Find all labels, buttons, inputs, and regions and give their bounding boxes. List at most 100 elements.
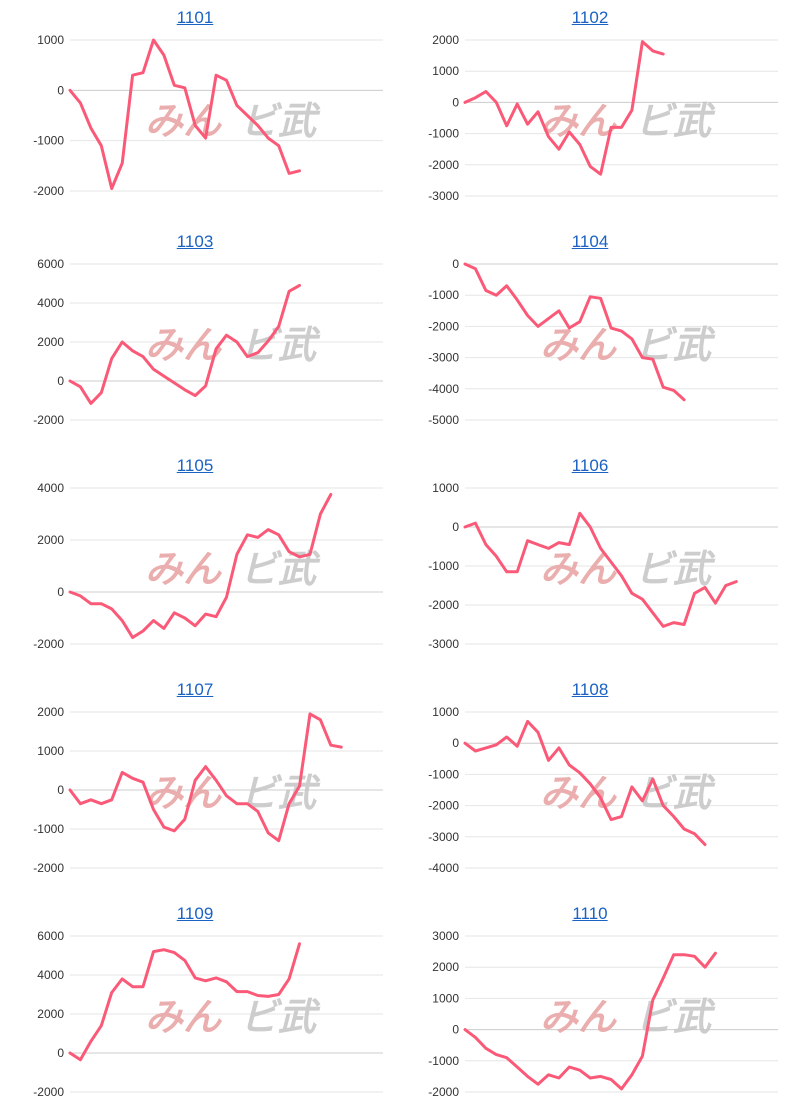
y-tick-label: 1000 xyxy=(37,33,64,47)
y-tick-label: -3000 xyxy=(428,189,459,203)
watermark-left-text: みん xyxy=(145,995,222,1039)
y-tick-label: 0 xyxy=(452,257,459,271)
chart-panel-1104: 0 -1000 -2000 -3000 -4000 -5000 みん ビ武 1104 xyxy=(395,224,785,444)
y-tick-label: 2000 xyxy=(37,705,64,719)
y-tick-label: 1000 xyxy=(432,64,459,78)
chart-panel-1106: 1000 0 -1000 -2000 -3000 みん ビ武 1106 xyxy=(395,448,785,668)
y-tick-label: 6000 xyxy=(37,929,64,943)
watermark-right-text: ビ武 xyxy=(240,995,321,1039)
y-tick-label: 1000 xyxy=(432,705,459,719)
y-tick-label: -3000 xyxy=(428,830,459,844)
y-tick-label: -2000 xyxy=(428,598,459,612)
y-tick-label: -1000 xyxy=(33,134,64,148)
y-tick-label: -2000 xyxy=(428,1085,459,1099)
watermark-logo: みん ビ武 xyxy=(540,995,716,1039)
line-chart-1108: 1000 0 -1000 -2000 -3000 -4000 みん ビ武 xyxy=(428,705,778,875)
y-tick-label: 3000 xyxy=(432,929,459,943)
y-tick-label: -3000 xyxy=(428,351,459,365)
y-tick-label: -2000 xyxy=(428,799,459,813)
y-tick-label: 0 xyxy=(452,520,459,534)
y-tick-label: -2000 xyxy=(33,413,64,427)
chart-panel-1105: 4000 2000 0 -2000 みん ビ武 1105 xyxy=(0,448,390,668)
watermark-logo: みん ビ武 xyxy=(145,547,321,591)
watermark-logo: みん ビ武 xyxy=(540,547,716,591)
series-line xyxy=(463,262,686,402)
chart-panel-1102: 2000 1000 0 -1000 -2000 -3000 みん ビ武 1102 xyxy=(395,0,785,220)
y-tick-label: -1000 xyxy=(428,559,459,573)
watermark-right-text: ビ武 xyxy=(635,99,716,143)
y-tick-label: -1000 xyxy=(428,288,459,302)
watermark-logo: みん ビ武 xyxy=(540,323,716,367)
series-line xyxy=(463,719,707,847)
watermark-logo: みん ビ武 xyxy=(145,323,321,367)
y-tick-label: 2000 xyxy=(37,335,64,349)
chart-panel-1109: 6000 4000 2000 0 -2000 みん ビ武 1109 xyxy=(0,896,390,1116)
y-tick-label: -2000 xyxy=(428,319,459,333)
y-tick-label: 0 xyxy=(57,783,64,797)
chart-title-link[interactable]: 1110 xyxy=(572,904,608,923)
watermark-right-text: ビ武 xyxy=(635,771,716,815)
y-tick-label: 2000 xyxy=(432,33,459,47)
series-line xyxy=(68,712,343,843)
series-line xyxy=(68,493,333,639)
y-tick-label: -2000 xyxy=(33,184,64,198)
y-tick-label: 1000 xyxy=(432,991,459,1005)
y-tick-label: 1000 xyxy=(432,481,459,495)
y-tick-label: 0 xyxy=(57,1046,64,1060)
chart-title-link[interactable]: 1106 xyxy=(571,456,609,475)
series-line xyxy=(463,511,738,628)
watermark-logo: みん ビ武 xyxy=(145,995,321,1039)
chart-panel-1103: 6000 4000 2000 0 -2000 みん ビ武 1103 xyxy=(0,224,390,444)
chart-title-link[interactable]: 1109 xyxy=(176,904,214,923)
line-chart-1105: 4000 2000 0 -2000 みん ビ武 xyxy=(33,481,383,651)
y-tick-label: 1000 xyxy=(37,744,64,758)
y-tick-label: 6000 xyxy=(37,257,64,271)
watermark-right-text: ビ武 xyxy=(635,323,716,367)
chart-panel-1110: 3000 2000 1000 0 -1000 -2000 みん ビ武 1110 xyxy=(395,896,785,1116)
y-tick-label: -5000 xyxy=(428,413,459,427)
chart-title-link[interactable]: 1105 xyxy=(176,456,214,475)
y-tick-label: 2000 xyxy=(37,1007,64,1021)
y-tick-label: -1000 xyxy=(428,767,459,781)
series-line xyxy=(463,40,665,176)
watermark-right-text: ビ武 xyxy=(240,323,321,367)
y-tick-label: 0 xyxy=(452,1023,459,1037)
chart-title-link[interactable]: 1104 xyxy=(571,232,609,251)
y-tick-label: -1000 xyxy=(428,1054,459,1068)
chart-panel-1101: 1000 0 -1000 -2000 みん ビ武 1101 xyxy=(0,0,390,220)
watermark-right-text: ビ武 xyxy=(635,547,716,591)
line-chart-1104: 0 -1000 -2000 -3000 -4000 -5000 みん ビ武 xyxy=(428,257,778,427)
y-tick-label: 0 xyxy=(57,374,64,388)
chart-title-link[interactable]: 1101 xyxy=(176,8,214,27)
line-chart-1110: 3000 2000 1000 0 -1000 -2000 みん ビ武 xyxy=(428,929,778,1099)
y-tick-label: 2000 xyxy=(37,533,64,547)
chart-title-link[interactable]: 1107 xyxy=(176,680,214,699)
y-tick-label: -2000 xyxy=(428,158,459,172)
y-tick-label: -2000 xyxy=(33,861,64,875)
line-chart-1102: 2000 1000 0 -1000 -2000 -3000 みん ビ武 xyxy=(428,33,778,203)
series-line xyxy=(68,38,301,190)
watermark-left-text: みん xyxy=(145,771,222,815)
chart-title-link[interactable]: 1108 xyxy=(571,680,609,699)
chart-panel-1107: 2000 1000 0 -1000 -2000 みん ビ武 1107 xyxy=(0,672,390,892)
y-tick-label: -2000 xyxy=(33,1085,64,1099)
y-tick-label: 0 xyxy=(452,95,459,109)
chart-title-link[interactable]: 1102 xyxy=(571,8,609,27)
chart-panel-1108: 1000 0 -1000 -2000 -3000 -4000 みん ビ武 1108 xyxy=(395,672,785,892)
watermark-left-text: みん xyxy=(540,99,617,143)
line-chart-1103: 6000 4000 2000 0 -2000 みん ビ武 xyxy=(33,257,383,427)
series-line xyxy=(68,942,301,1062)
y-tick-label: 0 xyxy=(57,83,64,97)
chart-title-link[interactable]: 1103 xyxy=(176,232,214,251)
y-tick-label: -2000 xyxy=(33,637,64,651)
series-line xyxy=(68,283,301,405)
watermark-logo: みん ビ武 xyxy=(145,99,321,143)
y-tick-label: -1000 xyxy=(33,822,64,836)
watermark-left-text: みん xyxy=(145,547,222,591)
y-tick-label: 4000 xyxy=(37,968,64,982)
y-tick-label: 4000 xyxy=(37,481,64,495)
watermark-logo: みん ビ武 xyxy=(540,99,716,143)
y-tick-label: -4000 xyxy=(428,382,459,396)
